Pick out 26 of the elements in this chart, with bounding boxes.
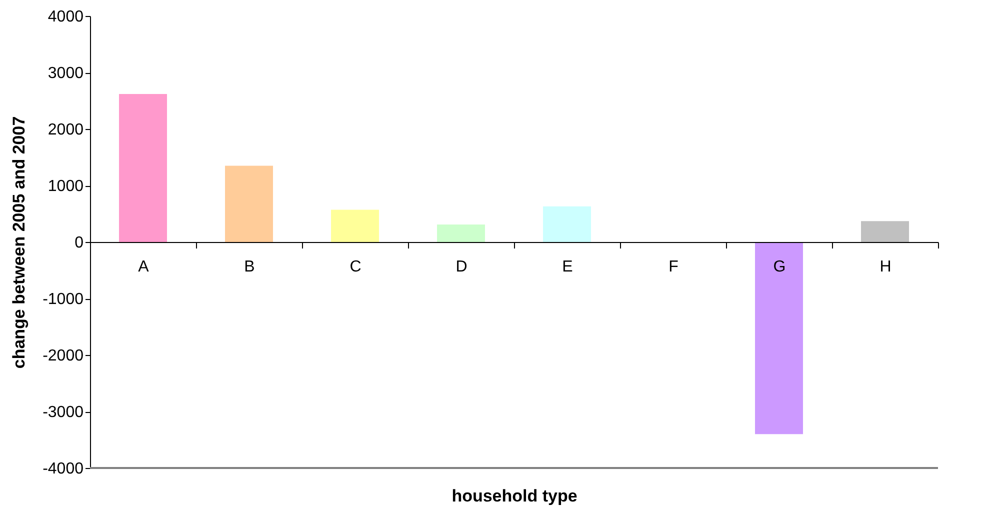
y-tick-label: -1000 <box>42 291 84 308</box>
bar <box>119 94 167 242</box>
y-tick-label: 3000 <box>48 65 84 82</box>
y-tick-label: 4000 <box>48 8 84 26</box>
bar <box>755 242 803 434</box>
bar <box>861 221 909 242</box>
bar <box>331 210 379 242</box>
x-tick-label: B <box>244 258 255 276</box>
y-axis-title: change between 2005 and 2007 <box>10 116 29 369</box>
y-tick-label: -3000 <box>42 404 84 421</box>
bar <box>543 206 591 242</box>
bar <box>225 166 273 242</box>
x-tick-label: D <box>456 258 468 276</box>
y-tick-label: 2000 <box>48 122 84 138</box>
x-tick-label: C <box>350 258 362 276</box>
y-tick-label: 0 <box>74 234 84 252</box>
x-tick-label: A <box>138 258 150 276</box>
y-tick-label: -4000 <box>42 460 84 478</box>
bar <box>437 224 485 242</box>
x-tick-label: G <box>773 258 786 276</box>
x-tick-label: F <box>668 258 679 276</box>
x-tick-label: H <box>880 258 892 276</box>
x-tick-label: E <box>562 258 573 276</box>
x-axis-title: household type <box>452 486 578 506</box>
y-tick-label: -2000 <box>42 348 84 364</box>
y-tick-label: 1000 <box>48 178 84 195</box>
